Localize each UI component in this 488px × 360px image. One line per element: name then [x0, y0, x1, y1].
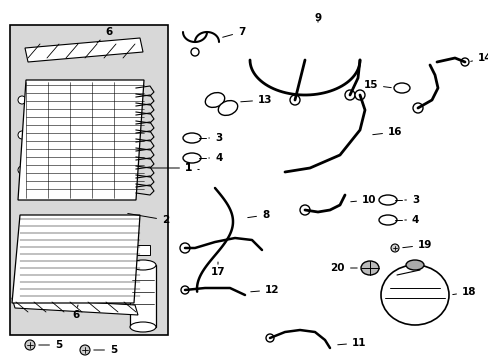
Circle shape	[80, 345, 90, 355]
Polygon shape	[12, 215, 140, 303]
Text: 4: 4	[404, 215, 419, 225]
Ellipse shape	[378, 195, 396, 205]
Text: 15: 15	[363, 80, 390, 90]
Polygon shape	[25, 38, 142, 62]
Circle shape	[25, 340, 35, 350]
Ellipse shape	[130, 260, 156, 270]
Text: 8: 8	[247, 210, 269, 220]
Circle shape	[390, 244, 398, 252]
Circle shape	[18, 131, 26, 139]
Circle shape	[181, 286, 189, 294]
Text: 12: 12	[250, 285, 279, 295]
Text: 3: 3	[208, 133, 222, 143]
Text: 2: 2	[127, 213, 169, 225]
Ellipse shape	[183, 133, 201, 143]
Text: 1: 1	[184, 163, 199, 173]
Text: 11: 11	[337, 338, 366, 348]
Circle shape	[18, 166, 26, 174]
Ellipse shape	[360, 261, 378, 275]
Text: 5: 5	[94, 345, 117, 355]
Text: 1: 1	[150, 163, 192, 173]
Text: 3: 3	[404, 195, 418, 205]
Circle shape	[345, 90, 354, 100]
Text: 18: 18	[452, 287, 475, 297]
Ellipse shape	[380, 265, 448, 325]
Ellipse shape	[393, 83, 409, 93]
Bar	[134, 273, 150, 283]
Text: 16: 16	[372, 127, 402, 137]
Ellipse shape	[183, 153, 201, 163]
Text: 19: 19	[402, 240, 431, 250]
Circle shape	[265, 334, 273, 342]
Text: 5: 5	[39, 340, 62, 350]
Text: 14: 14	[470, 53, 488, 63]
Ellipse shape	[378, 215, 396, 225]
Circle shape	[354, 90, 364, 100]
Bar	[130, 265, 156, 327]
Ellipse shape	[205, 93, 224, 107]
Ellipse shape	[130, 322, 156, 332]
Text: 9: 9	[314, 13, 321, 23]
Circle shape	[299, 205, 309, 215]
Text: 10: 10	[350, 195, 376, 205]
Circle shape	[180, 243, 190, 253]
Polygon shape	[18, 80, 143, 200]
Polygon shape	[12, 298, 138, 315]
Circle shape	[18, 96, 26, 104]
Text: 7: 7	[222, 27, 245, 37]
Text: 6: 6	[97, 27, 112, 43]
Circle shape	[460, 58, 468, 66]
Text: 13: 13	[240, 95, 272, 105]
Circle shape	[191, 48, 199, 56]
Ellipse shape	[218, 100, 237, 116]
Text: 20: 20	[330, 263, 357, 273]
Circle shape	[412, 103, 422, 113]
Ellipse shape	[405, 260, 423, 270]
Text: 4: 4	[208, 153, 222, 163]
Text: 6: 6	[72, 305, 79, 320]
Bar	[10, 25, 168, 335]
Circle shape	[289, 95, 299, 105]
Text: 17: 17	[210, 262, 225, 277]
Bar	[134, 245, 150, 255]
